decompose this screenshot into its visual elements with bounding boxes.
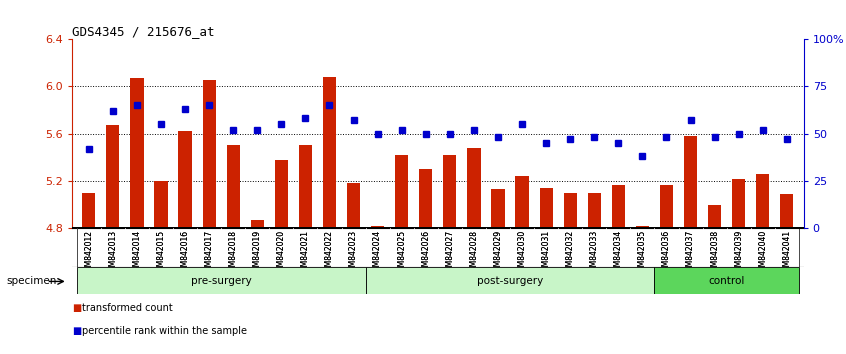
Text: GSM842021: GSM842021 (301, 230, 310, 276)
Bar (636, 226, 649, 228)
Bar (275, 160, 288, 228)
Bar (708, 205, 722, 228)
Text: GSM842037: GSM842037 (686, 230, 695, 276)
Bar (130, 78, 144, 228)
Text: GSM842033: GSM842033 (590, 230, 599, 276)
Bar (563, 193, 577, 228)
Bar (347, 183, 360, 228)
Text: GSM842028: GSM842028 (470, 230, 479, 276)
Bar (780, 194, 794, 228)
Bar (77, 267, 365, 294)
Text: GSM842039: GSM842039 (734, 230, 743, 276)
Text: GSM842035: GSM842035 (638, 230, 647, 276)
Bar (179, 131, 192, 228)
Text: GSM842020: GSM842020 (277, 230, 286, 276)
Text: GSM842031: GSM842031 (541, 230, 551, 276)
Text: control: control (708, 275, 744, 286)
Bar (365, 267, 655, 294)
Text: ■: ■ (72, 326, 81, 336)
Bar (540, 188, 552, 228)
Bar (250, 220, 264, 228)
Bar (299, 145, 312, 228)
Bar (612, 184, 625, 228)
Text: GSM842025: GSM842025 (397, 230, 406, 276)
Bar (492, 189, 504, 228)
Text: GDS4345 / 215676_at: GDS4345 / 215676_at (72, 25, 214, 38)
Text: transformed count: transformed count (82, 303, 173, 313)
Text: post-surgery: post-surgery (477, 275, 543, 286)
Bar (660, 184, 673, 228)
Text: GSM842022: GSM842022 (325, 230, 334, 276)
Text: GSM842013: GSM842013 (108, 230, 118, 276)
Bar (227, 145, 239, 228)
Text: GSM842036: GSM842036 (662, 230, 671, 276)
Text: GSM842027: GSM842027 (445, 230, 454, 276)
Bar (82, 193, 96, 228)
Text: GSM842041: GSM842041 (783, 230, 791, 276)
Text: GSM842032: GSM842032 (566, 230, 574, 276)
Bar (515, 176, 529, 228)
Bar (107, 125, 119, 228)
Text: ■: ■ (72, 303, 81, 313)
Text: GSM842029: GSM842029 (493, 230, 503, 276)
Bar (732, 179, 745, 228)
Bar (756, 174, 769, 228)
Text: GSM842012: GSM842012 (85, 230, 93, 276)
Text: GSM842019: GSM842019 (253, 230, 261, 276)
Text: GSM842016: GSM842016 (180, 230, 190, 276)
Text: GSM842030: GSM842030 (518, 230, 526, 276)
Text: GSM842026: GSM842026 (421, 230, 431, 276)
Text: GSM842023: GSM842023 (349, 230, 358, 276)
Text: percentile rank within the sample: percentile rank within the sample (82, 326, 247, 336)
Text: GSM842015: GSM842015 (157, 230, 166, 276)
Bar (684, 136, 697, 228)
Bar (588, 193, 601, 228)
Bar (655, 267, 799, 294)
Text: specimen: specimen (7, 276, 58, 286)
Text: GSM842017: GSM842017 (205, 230, 214, 276)
Text: GSM842014: GSM842014 (133, 230, 141, 276)
Text: GSM842018: GSM842018 (228, 230, 238, 276)
Text: GSM842040: GSM842040 (758, 230, 767, 276)
Bar (395, 155, 409, 228)
Bar (443, 155, 457, 228)
Bar (202, 80, 216, 228)
Bar (154, 181, 168, 228)
Text: pre-surgery: pre-surgery (191, 275, 251, 286)
Bar (323, 77, 336, 228)
Text: GSM842024: GSM842024 (373, 230, 382, 276)
Bar (371, 226, 384, 228)
Text: GSM842038: GSM842038 (710, 230, 719, 276)
Text: GSM842034: GSM842034 (614, 230, 623, 276)
Bar (467, 148, 481, 228)
Bar (419, 169, 432, 228)
